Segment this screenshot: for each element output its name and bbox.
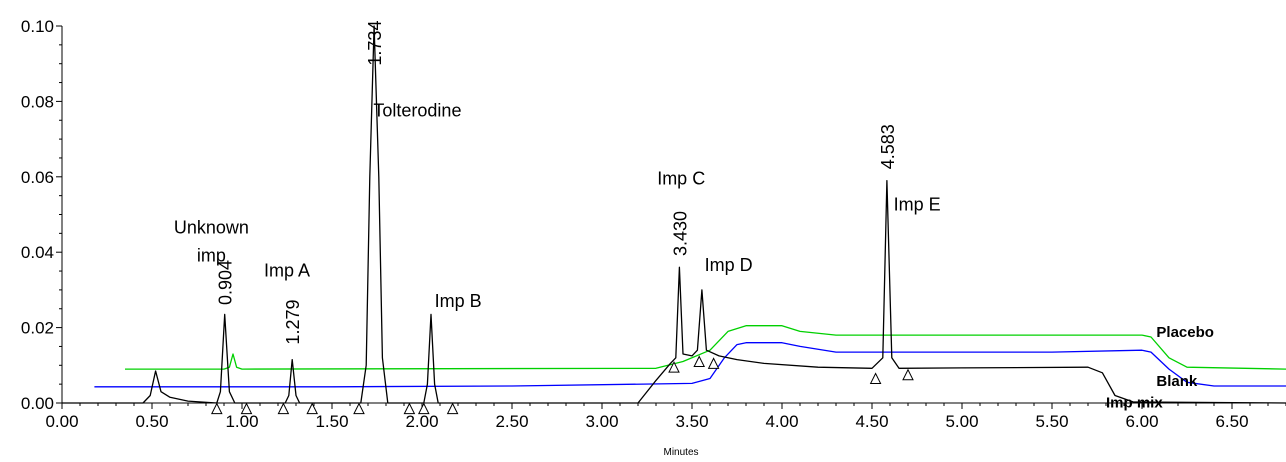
axes: 0.00 0.02 0.04 0.06 0.08 0.10 0.00 0.50 1.00 1.50… xyxy=(21,17,1286,431)
baseline-markers xyxy=(210,355,914,415)
x-axis-title: Minutes xyxy=(663,447,698,458)
x-tick-label: 6.50 xyxy=(1215,412,1248,431)
baseline-marker xyxy=(353,402,365,415)
x-tick-label: 4.50 xyxy=(855,412,888,431)
x-tick-label: 5.50 xyxy=(1035,412,1068,431)
x-tick-label: 3.50 xyxy=(675,412,708,431)
x-tick-label: 3.00 xyxy=(585,412,618,431)
y-tick-label: 0.10 xyxy=(21,17,54,36)
baseline-marker xyxy=(277,402,290,415)
x-tick-label: 0.00 xyxy=(45,412,78,431)
baseline-marker xyxy=(446,402,459,415)
y-tick-label: 0.06 xyxy=(21,168,54,187)
x-tick-label: 2.00 xyxy=(405,412,438,431)
series-line-placebo xyxy=(125,325,1286,370)
peak-name-label: Imp E xyxy=(894,195,941,215)
baseline-marker xyxy=(403,402,416,415)
peak-time-label: 1.734 xyxy=(365,21,385,66)
peak-name-label: Tolterodine xyxy=(373,100,461,120)
baseline-marker xyxy=(707,357,720,369)
y-tick-label: 0.02 xyxy=(21,319,54,338)
series-name-label: Blank xyxy=(1156,373,1198,390)
peak-name-label: Unknown xyxy=(174,217,249,237)
baseline-marker xyxy=(693,355,706,368)
series-name-label: Placebo xyxy=(1156,324,1214,341)
peak-time-label: 1.279 xyxy=(283,300,303,345)
peak-time-label: 4.583 xyxy=(878,124,898,169)
peak-name-label: Imp B xyxy=(435,291,482,311)
peak-name-label: Imp C xyxy=(657,168,705,188)
y-tick-label: 0.00 xyxy=(21,394,54,413)
x-tick-label: 0.50 xyxy=(135,412,168,431)
series-line-imp-mix xyxy=(62,25,1286,404)
series-name-label: Imp mix xyxy=(1106,395,1163,412)
x-tick-label: 4.00 xyxy=(765,412,798,431)
series-lines xyxy=(62,25,1286,404)
baseline-marker xyxy=(240,402,253,415)
peak-name-label: imp xyxy=(197,246,226,266)
y-tick-label: 0.08 xyxy=(21,92,54,111)
baseline-marker xyxy=(869,372,882,384)
series-line-blank xyxy=(94,342,1286,388)
x-tick-label: 2.50 xyxy=(495,412,528,431)
x-tick-label: 5.00 xyxy=(945,412,978,431)
series-labels: Placebo Blank Imp mix xyxy=(1106,324,1214,411)
y-tick-label: 0.04 xyxy=(21,243,54,262)
x-tick-label: 1.50 xyxy=(315,412,348,431)
baseline-marker xyxy=(306,402,319,415)
x-tick-label: 6.00 xyxy=(1125,412,1158,431)
peak-name-label: Imp A xyxy=(264,261,310,281)
peak-time-label: 3.430 xyxy=(670,211,690,256)
baseline-marker xyxy=(210,402,223,415)
baseline-marker xyxy=(417,402,430,415)
peak-time-label: 0.904 xyxy=(216,260,236,305)
x-tick-label: 1.00 xyxy=(225,412,258,431)
baseline-marker xyxy=(902,368,914,381)
peak-name-label: Imp D xyxy=(705,255,753,275)
baseline-marker xyxy=(668,361,680,373)
